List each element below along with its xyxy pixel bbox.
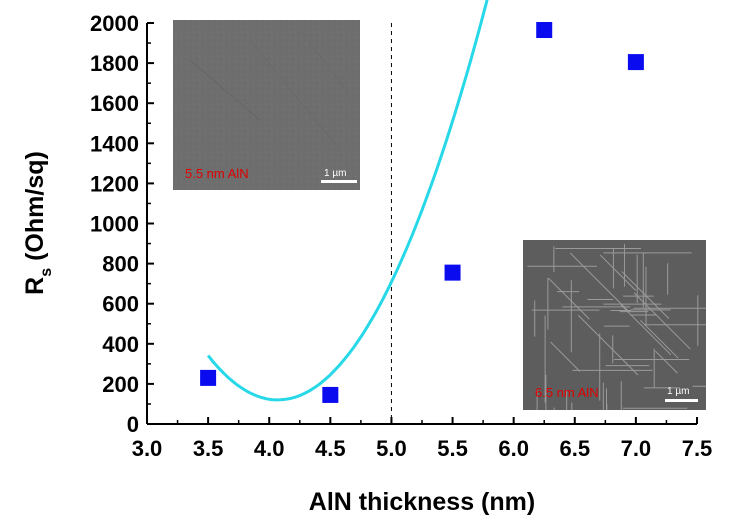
x-tick-label: 6.0: [498, 436, 529, 461]
y-tick-label: 600: [102, 292, 139, 317]
y-axis-title-rest: (Ohm/sq): [21, 151, 49, 268]
crack-line: [550, 341, 581, 372]
y-tick-label: 1200: [90, 171, 139, 196]
scale-label-bottom: 1 µm: [667, 386, 689, 397]
y-tick-label: 1600: [90, 91, 139, 116]
crack-line: [569, 252, 629, 312]
x-axis-title: AlN thickness (nm): [309, 488, 535, 516]
inset-image-top: 5.5 nm AlN 1 µm: [173, 20, 360, 190]
y-tick-label: 1400: [90, 131, 139, 156]
crack-line: [620, 304, 672, 356]
crack-line: [599, 254, 637, 291]
data-point: [536, 22, 553, 39]
inset-label-bottom: 6.5 nm AlN: [535, 385, 599, 400]
y-tick-label: 200: [102, 372, 139, 397]
data-point: [200, 369, 217, 386]
x-tick-label: 3.0: [132, 436, 163, 461]
crack-line: [547, 277, 590, 320]
y-tick-label: 1800: [90, 51, 139, 76]
data-point: [322, 386, 339, 403]
x-tick-label: 4.0: [254, 436, 285, 461]
scale-label-top: 1 µm: [324, 168, 346, 179]
x-tick-label: 5.0: [376, 436, 407, 461]
y-tick-label: 800: [102, 252, 139, 277]
y-tick-label: 400: [102, 332, 139, 357]
crack-line: [640, 319, 679, 359]
scale-bar-top: [321, 180, 357, 183]
x-tick-label: 4.5: [315, 436, 346, 461]
crack-line: [621, 271, 670, 320]
crack-line: [633, 292, 691, 350]
y-axis-title: Rs (Ohm/sq): [21, 151, 55, 295]
data-point: [627, 54, 644, 71]
crack-line: [577, 315, 639, 376]
scale-bar-bottom: [665, 399, 698, 402]
inset-label-top: 5.5 nm AlN: [185, 166, 249, 181]
y-tick-label: 2000: [90, 11, 139, 36]
x-tick-label: 6.5: [559, 436, 590, 461]
x-tick-label: 3.5: [193, 436, 224, 461]
inset-image-bottom: 6.5 nm AlN 1 µm: [523, 240, 706, 410]
crack-line: [655, 350, 678, 374]
data-point: [444, 264, 461, 281]
y-tick-label: 1000: [90, 212, 139, 237]
y-tick-label: 0: [127, 412, 139, 437]
x-tick-label: 7.5: [682, 436, 713, 461]
fit-curve: [206, 0, 489, 402]
y-axis-title-main: R: [21, 277, 49, 295]
y-axis-title-sub: s: [38, 268, 55, 277]
x-tick-label: 7.0: [621, 436, 652, 461]
x-tick-label: 5.5: [437, 436, 468, 461]
